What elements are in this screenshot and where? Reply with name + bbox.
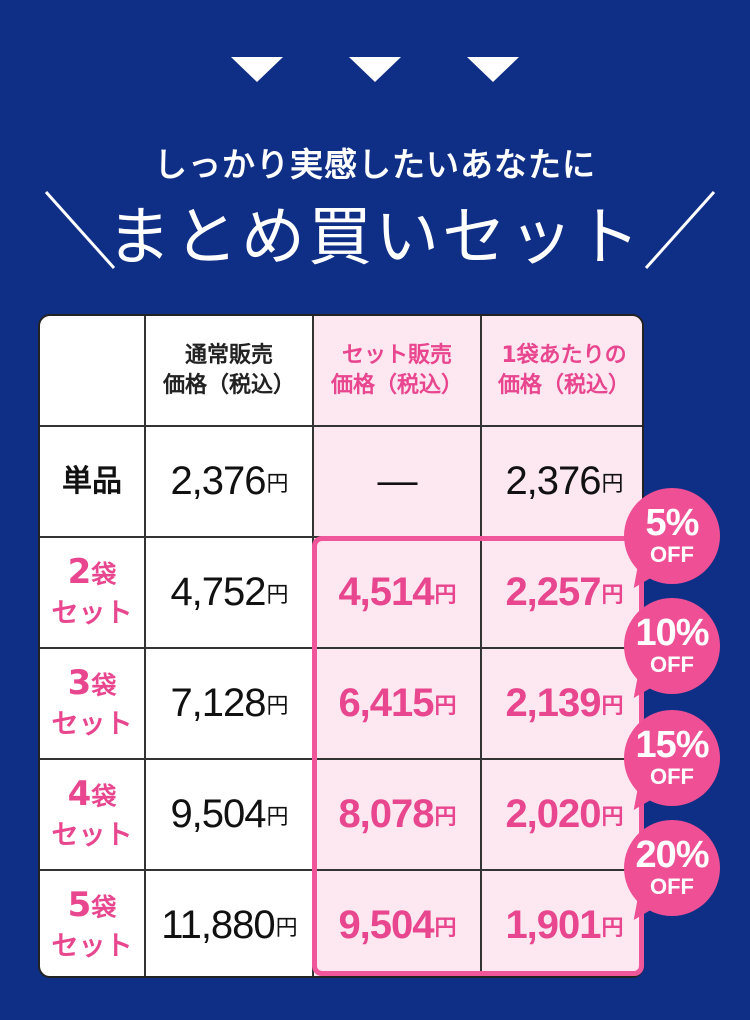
- discount-percent: 5%: [645, 502, 700, 544]
- page-title: まとめ買いセット: [107, 201, 643, 275]
- title-block: まとめ買いセット: [0, 182, 750, 275]
- yen-unit: 円: [434, 803, 457, 829]
- row-label-3-bag-set: 3袋セット: [40, 649, 144, 758]
- discount-percent: 20%: [635, 834, 709, 876]
- set-label: セット: [51, 597, 133, 629]
- yen-unit: 円: [601, 470, 624, 496]
- price-value: 2,376: [505, 459, 601, 503]
- price-value: 9,504: [338, 903, 434, 947]
- price-value: 2,139: [505, 681, 601, 725]
- regular-price: 11,880 円: [146, 871, 312, 976]
- yen-unit: 円: [266, 692, 289, 718]
- bag-unit: 袋: [91, 670, 117, 700]
- discount-badge-20: 20% OFF: [624, 820, 720, 926]
- price-value: 9,504: [170, 792, 266, 836]
- discount-badge-5: 5% OFF: [624, 488, 720, 594]
- bag-count: 2: [67, 551, 92, 592]
- price-table: 通常販売 価格（税込） セット販売 価格（税込） 1袋あたりの 価格（税込） 単品 2…: [38, 314, 644, 978]
- bag-unit: 袋: [91, 781, 117, 811]
- set-price: 4,514 円: [314, 538, 480, 647]
- set-label: セット: [51, 708, 133, 740]
- per-bag-price: 2,020 円: [482, 760, 642, 869]
- bag-count: 4: [67, 773, 92, 814]
- per-bag-price: 1,901 円: [482, 871, 642, 976]
- yen-unit: 円: [601, 581, 624, 607]
- col-header-line: 価格（税込）: [497, 372, 630, 398]
- discount-badge-10: 10% OFF: [624, 598, 720, 704]
- set-price: 9,504 円: [314, 871, 480, 976]
- yen-unit: 円: [601, 803, 624, 829]
- set-price: 8,078 円: [314, 760, 480, 869]
- down-arrow-icon: [349, 57, 401, 82]
- grid-line: [40, 869, 642, 871]
- col-header-line: 1袋あたりの: [501, 342, 627, 368]
- price-value: 4,514: [338, 570, 434, 614]
- price-value: 8,078: [338, 792, 434, 836]
- row-label-4-bag-set: 4袋セット: [40, 760, 144, 869]
- bag-unit: 袋: [91, 892, 117, 922]
- yen-unit: 円: [266, 470, 289, 496]
- price-value: 2,376: [170, 459, 266, 503]
- set-label: セット: [51, 819, 133, 851]
- yen-unit: 円: [434, 914, 457, 940]
- per-bag-price: 2,257 円: [482, 538, 642, 647]
- price-value: 6,415: [338, 681, 434, 725]
- grid-line: [40, 758, 642, 760]
- col-header-per-bag: 1袋あたりの 価格（税込）: [482, 316, 642, 425]
- col-header-line: 通常販売: [184, 342, 273, 368]
- set-label: セット: [51, 930, 133, 962]
- discount-percent: 10%: [635, 612, 709, 654]
- yen-unit: 円: [266, 803, 289, 829]
- bag-unit: 袋: [91, 559, 117, 589]
- yen-unit: 円: [601, 914, 624, 940]
- backslash-decoration-icon: [44, 190, 116, 270]
- row-label-5-bag-set: 5袋セット: [40, 871, 144, 976]
- price-value: 7,128: [170, 681, 266, 725]
- price-value: 2,020: [505, 792, 601, 836]
- col-header-line: セット販売: [341, 342, 452, 368]
- off-label: OFF: [650, 542, 694, 567]
- discount-percent: 15%: [635, 724, 709, 766]
- grid-line: [40, 425, 642, 427]
- set-price-none: —: [377, 459, 418, 503]
- yen-unit: 円: [434, 692, 457, 718]
- off-label: OFF: [650, 764, 694, 789]
- discount-badge-15: 15% OFF: [624, 710, 720, 816]
- price-value: 11,880: [161, 903, 275, 947]
- bag-count: 3: [67, 662, 92, 703]
- price-value: 4,752: [170, 570, 266, 614]
- page-subtitle: しっかり実感したいあなたに: [154, 145, 596, 184]
- regular-price: 4,752 円: [146, 538, 312, 647]
- yen-unit: 円: [434, 581, 457, 607]
- regular-price: 9,504 円: [146, 760, 312, 869]
- row-label-2-bag-set: 2袋セット: [40, 538, 144, 647]
- row-label-single: 単品: [62, 463, 122, 499]
- down-arrow-icon: [467, 57, 519, 82]
- off-label: OFF: [650, 874, 694, 899]
- regular-price: 7,128 円: [146, 649, 312, 758]
- per-bag-price: 2,376 円: [482, 427, 642, 536]
- yen-unit: 円: [601, 692, 624, 718]
- col-header-set: セット販売価格（税込）: [314, 316, 480, 425]
- price-value: 2,257: [505, 570, 601, 614]
- col-header-regular: 通常販売価格（税込）: [146, 316, 312, 425]
- slash-decoration-icon: [644, 190, 716, 270]
- col-header-line: 価格（税込）: [162, 372, 295, 398]
- yen-unit: 円: [266, 581, 289, 607]
- per-bag-price: 2,139 円: [482, 649, 642, 758]
- down-arrow-icon: [231, 57, 283, 82]
- price-value: 1,901: [505, 903, 601, 947]
- yen-unit: 円: [275, 914, 298, 940]
- col-header-line: 価格（税込）: [330, 372, 463, 398]
- regular-price: 2,376 円: [146, 427, 312, 536]
- set-price: 6,415 円: [314, 649, 480, 758]
- grid-line: [144, 316, 146, 976]
- grid-line: [480, 316, 482, 976]
- grid-line: [40, 647, 642, 649]
- off-label: OFF: [650, 652, 694, 677]
- bag-count: 5: [67, 884, 92, 925]
- down-arrows: [0, 57, 750, 83]
